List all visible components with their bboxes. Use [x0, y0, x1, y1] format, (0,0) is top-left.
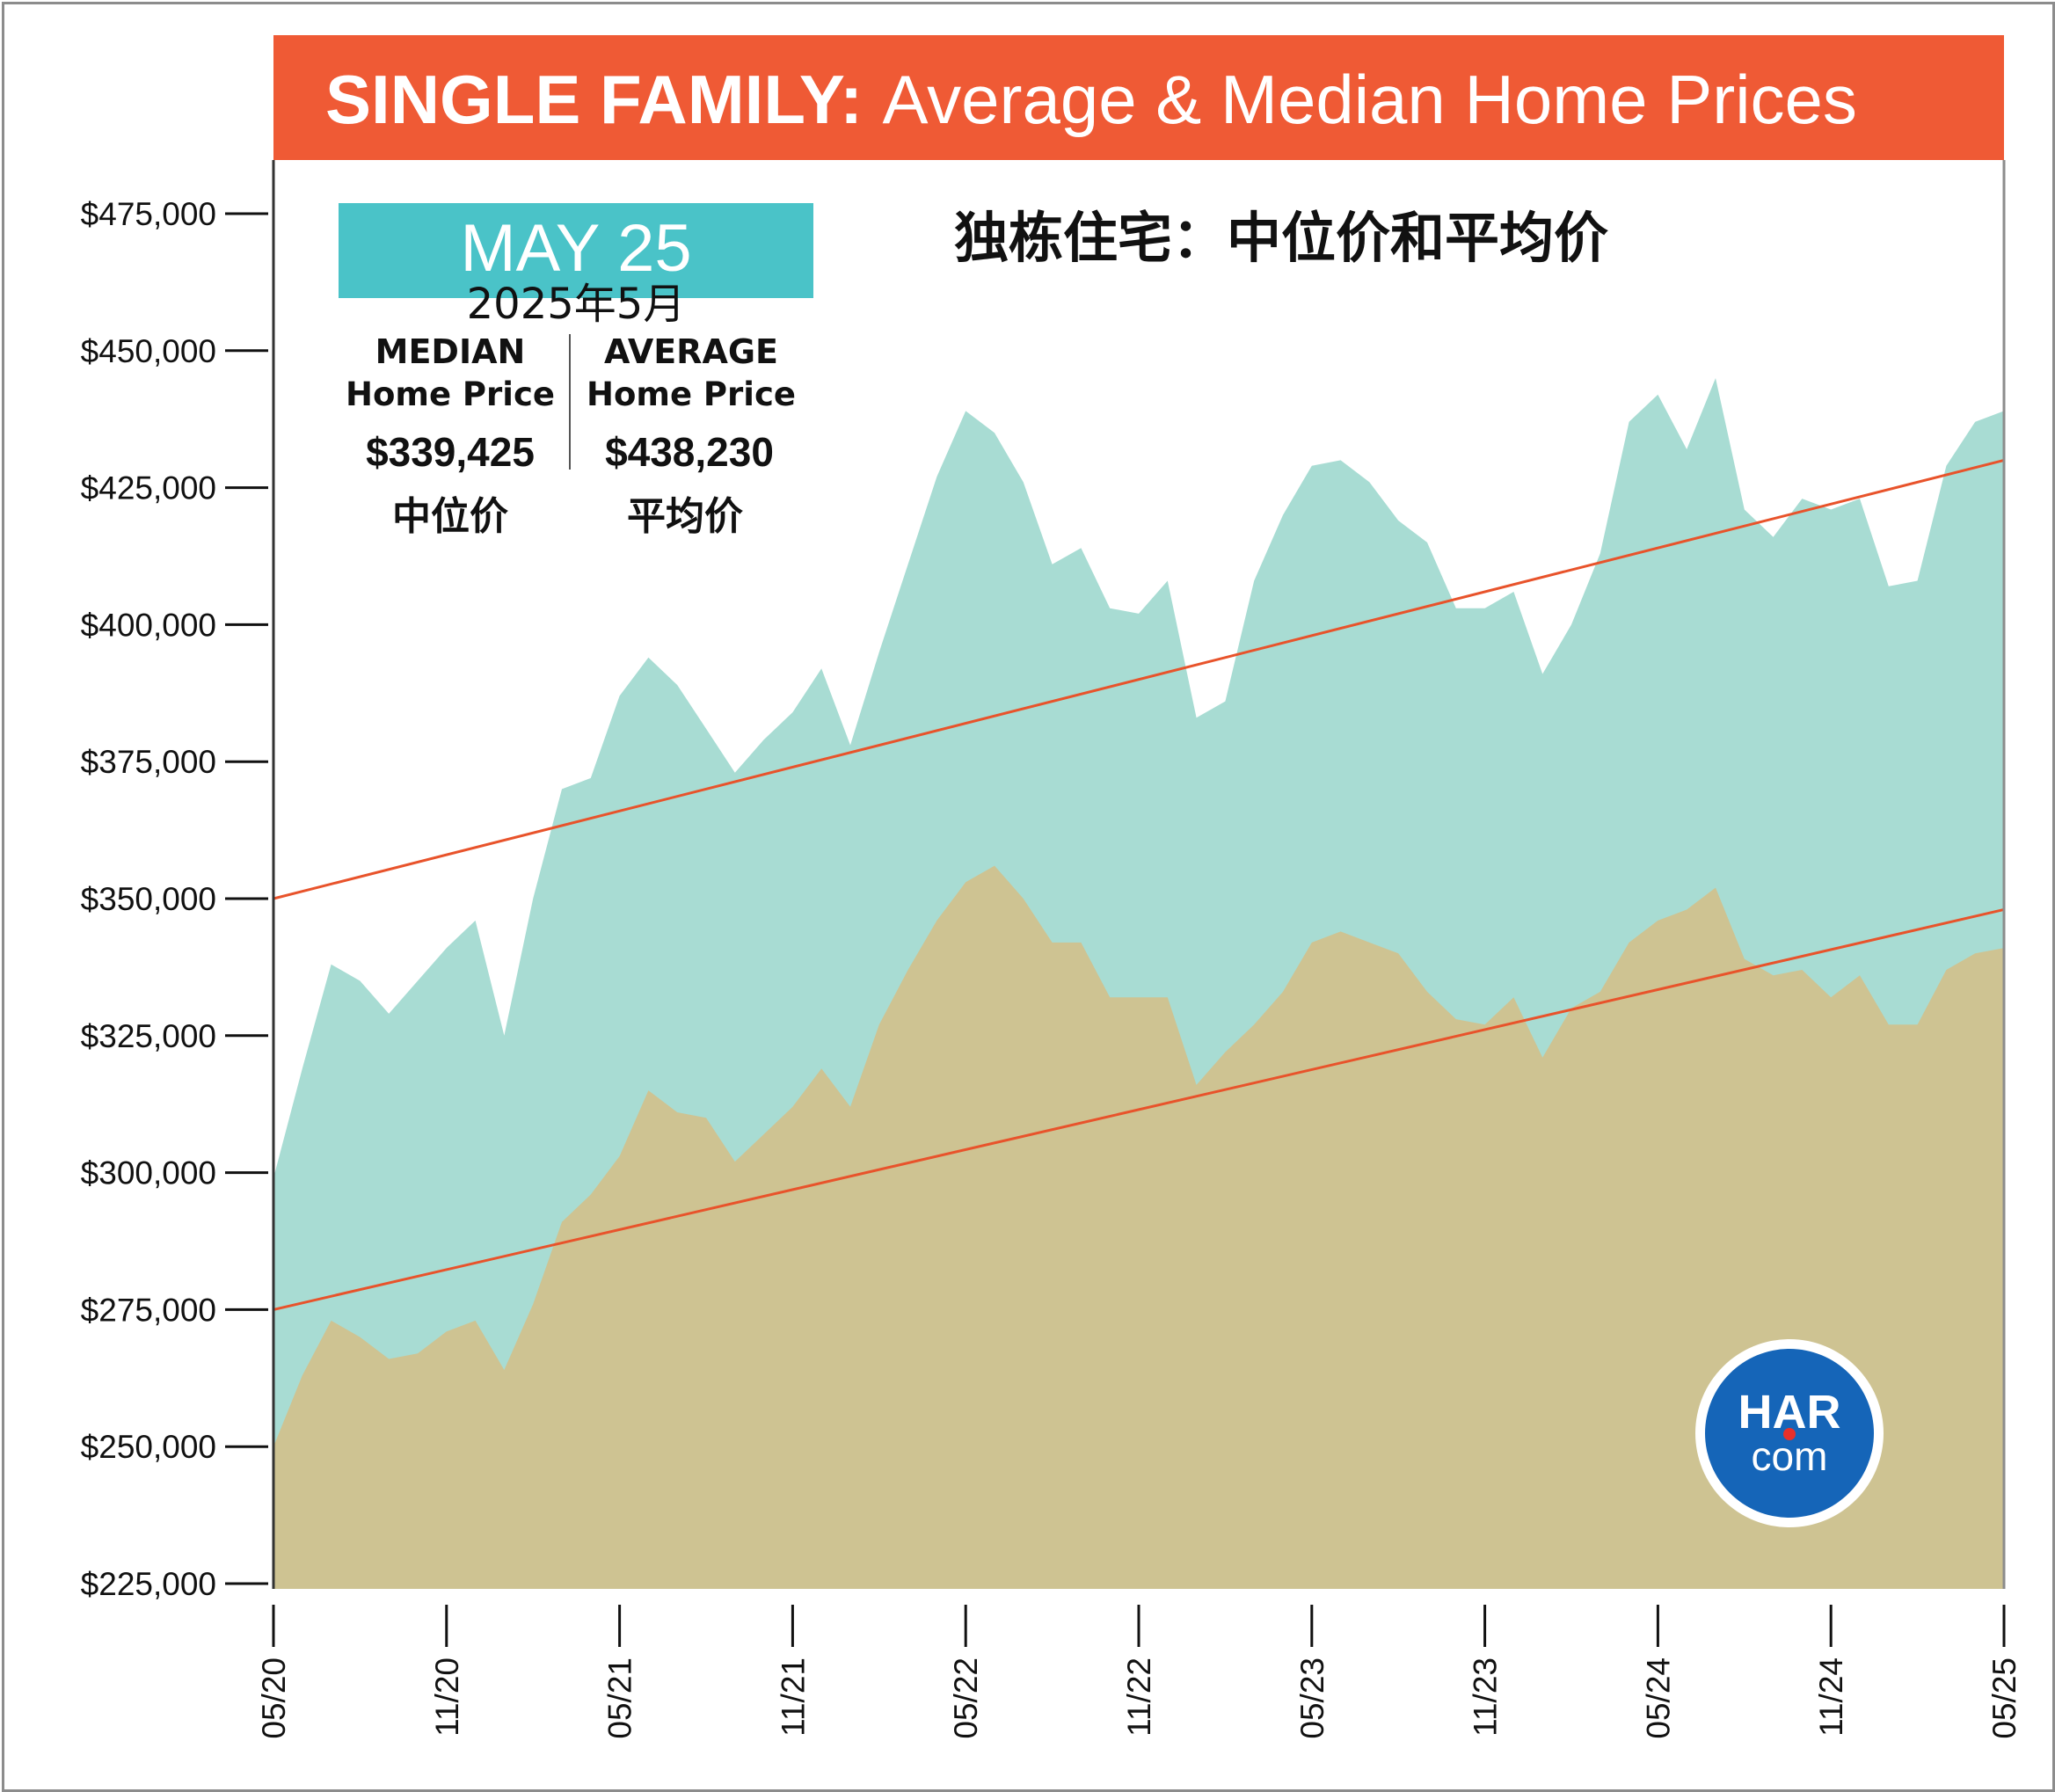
trendlines — [273, 458, 2005, 1311]
title-bold: SINGLE FAMILY: — [325, 61, 863, 138]
x-tick-label: 05/23 — [1294, 1657, 1330, 1739]
month-badge — [339, 203, 813, 298]
median-label-chinese: 中位价 — [392, 494, 508, 539]
y-tick-label: $325,000 — [81, 1018, 216, 1054]
x-tick-label: 05/22 — [948, 1657, 984, 1739]
y-tick-label: $350,000 — [81, 881, 216, 917]
y-tick-label: $450,000 — [81, 333, 216, 369]
y-axis: $475,000 $450,000 $425,000 $400,000 $375,000… — [81, 196, 268, 1602]
title-rest: Average & Median Home Prices — [883, 61, 1857, 138]
median_trend-line — [273, 908, 2005, 1311]
har-logo[interactable]: HAR com — [1695, 1339, 1884, 1527]
y-tick-label: $375,000 — [81, 744, 216, 780]
chart-title: SINGLE FAMILY: Average & Median Home Pri… — [325, 61, 1857, 138]
x-tick-label: 05/20 — [256, 1657, 292, 1739]
median-label: MEDIAN — [375, 332, 526, 371]
average-label-chinese: 平均价 — [627, 494, 743, 539]
badge-month-chinese: 2025年5月 — [467, 280, 686, 329]
x-tick-label: 11/21 — [775, 1657, 811, 1737]
logo-text-com: com — [1752, 1433, 1828, 1479]
y-tick-label: $300,000 — [81, 1155, 216, 1191]
logo-dot-icon — [1783, 1428, 1796, 1440]
badge-month: MAY 25 — [460, 211, 691, 286]
x-tick-label: 05/21 — [602, 1657, 638, 1739]
y-tick-label: $225,000 — [81, 1566, 216, 1602]
x-tick-label: 11/22 — [1121, 1657, 1157, 1737]
x-tick-label: 05/24 — [1640, 1657, 1676, 1739]
y-tick-label: $275,000 — [81, 1292, 216, 1328]
average_trend-line — [273, 458, 2005, 900]
average-sublabel: Home Price — [587, 375, 796, 413]
x-tick-label: 11/20 — [429, 1657, 465, 1737]
median-sublabel: Home Price — [346, 375, 555, 413]
average-label: AVERAGE — [604, 332, 778, 371]
average-value: $438,230 — [605, 429, 774, 475]
x-tick-label: 11/24 — [1813, 1657, 1849, 1737]
x-axis: 05/20 11/20 05/21 11/21 05/22 11/22 05/23 11/23… — [256, 1605, 2022, 1739]
x-tick-label: 11/23 — [1468, 1657, 1504, 1737]
title-bar — [273, 35, 2004, 160]
y-tick-label: $400,000 — [81, 607, 216, 643]
area-series — [273, 378, 2004, 1589]
y-tick-label: $250,000 — [81, 1429, 216, 1465]
median-value: $339,425 — [366, 429, 535, 475]
median-price-area — [273, 865, 2004, 1589]
subtitle-chinese: 独栋住宅：中位价和平均价 — [954, 206, 1608, 270]
y-tick-label: $475,000 — [81, 196, 216, 232]
y-tick-label: $425,000 — [81, 470, 216, 506]
x-tick-label: 05/25 — [1986, 1657, 2022, 1739]
